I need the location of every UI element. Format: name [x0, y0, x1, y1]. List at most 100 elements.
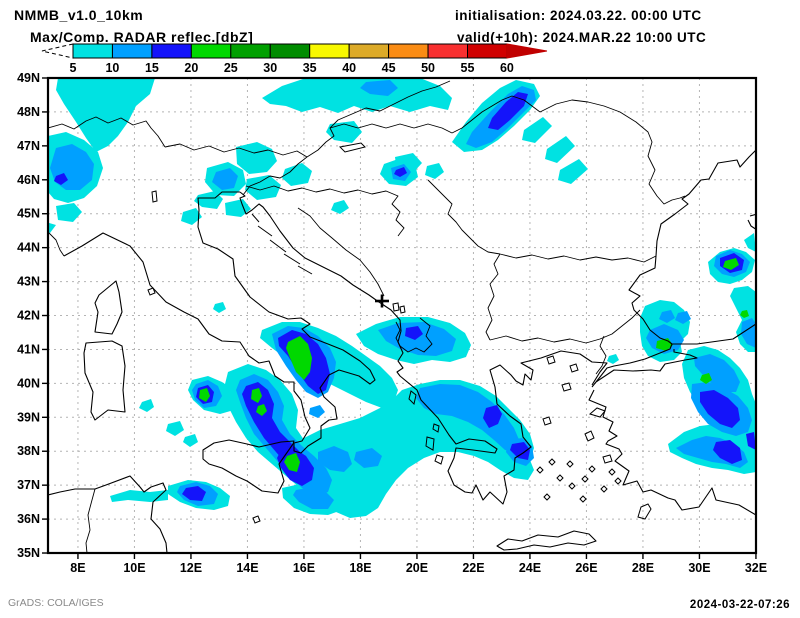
- island-outline: [588, 465, 596, 473]
- radar-patch: [607, 354, 619, 364]
- lat-label: 47N: [17, 139, 40, 153]
- country-border: [48, 116, 166, 148]
- coastline: [672, 323, 756, 345]
- radar-patch: [293, 487, 334, 509]
- island-outline: [543, 493, 551, 501]
- colorbar-segment: [348, 43, 390, 59]
- lon-label: 20E: [406, 561, 428, 575]
- island-outline: [556, 474, 564, 482]
- radar-patch: [213, 302, 226, 313]
- radar-patch: [182, 486, 206, 501]
- coastline: [496, 530, 597, 551]
- colorbar-tick-label: 10: [105, 61, 119, 75]
- lat-label: 49N: [17, 71, 40, 85]
- radar-patch: [700, 390, 740, 428]
- country-border: [427, 179, 501, 255]
- radar-patch: [48, 222, 56, 233]
- lat-label: 35N: [17, 546, 40, 560]
- lat-label: 45N: [17, 207, 40, 221]
- radar-patch: [183, 434, 198, 447]
- country-border: [485, 253, 501, 341]
- lake-outline: [399, 305, 406, 314]
- radar-patch: [256, 404, 267, 416]
- radar-patch: [194, 191, 223, 209]
- radar-patch: [181, 208, 202, 225]
- colorbar-overflow-arrow: [506, 43, 548, 59]
- island-outline: [251, 213, 260, 223]
- island-outline: [588, 407, 606, 418]
- colorbar-underflow-arrow: [41, 43, 74, 59]
- colorbar-segment: [427, 43, 468, 59]
- radar-patch: [56, 78, 155, 152]
- lat-label: 38N: [17, 444, 40, 458]
- model-title: NMMB_v1.0_10km: [14, 7, 144, 23]
- lat-label: 44N: [17, 241, 40, 255]
- radar-patch: [522, 117, 552, 143]
- radar-patch: [675, 311, 691, 324]
- radar-patch: [54, 173, 68, 185]
- island-outline: [283, 253, 301, 265]
- island-outline: [548, 458, 556, 466]
- radar-patch: [251, 388, 262, 403]
- lon-label: 30E: [688, 561, 710, 575]
- island-outline: [269, 239, 287, 253]
- island-outline: [579, 495, 587, 503]
- radar-patch: [405, 326, 423, 340]
- colorbar-segment: [467, 43, 508, 59]
- lon-label: 32E: [745, 561, 767, 575]
- lon-label: 26E: [575, 561, 597, 575]
- country-border: [245, 185, 405, 237]
- colorbar-segment: [72, 43, 113, 59]
- island-outline: [566, 460, 574, 468]
- lake-outline: [392, 302, 400, 312]
- radar-patch: [284, 453, 300, 472]
- legend-title: Max/Comp. RADAR reflec.[dbZ]: [30, 29, 254, 45]
- lat-label: 41N: [17, 342, 40, 356]
- island-outline: [602, 454, 613, 464]
- island-outline: [584, 430, 595, 442]
- valid-time-text: valid(+10h): 2024.MAR.22 10:00 UTC: [457, 30, 707, 45]
- island-outline: [546, 355, 556, 365]
- colorbar-segment: [151, 43, 192, 59]
- radar-patch: [713, 440, 742, 464]
- island-outline: [536, 466, 544, 474]
- lat-label: 42N: [17, 309, 40, 323]
- lon-label: 22E: [462, 561, 484, 575]
- island-outline: [434, 454, 444, 465]
- country-border: [489, 309, 641, 344]
- island-outline: [425, 436, 435, 451]
- lon-label: 24E: [519, 561, 541, 575]
- lon-label: 8E: [70, 561, 85, 575]
- country-border: [297, 207, 385, 297]
- country-border: [85, 488, 96, 553]
- country-border: [242, 156, 308, 196]
- radar-patch: [212, 168, 238, 190]
- island-outline: [608, 468, 616, 476]
- country-border: [595, 335, 607, 375]
- country-border: [451, 95, 541, 134]
- radar-patch: [659, 310, 675, 323]
- lat-label: 36N: [17, 512, 40, 526]
- colorbar-tick-label: 15: [145, 61, 159, 75]
- initialisation-text: initialisation: 2024.03.22. 00:00 UTC: [455, 8, 702, 23]
- colorbar-tick-label: 25: [224, 61, 238, 75]
- radar-patch: [199, 388, 210, 402]
- lake-outline: [338, 142, 366, 153]
- radar-patch: [483, 405, 502, 428]
- lat-label: 40N: [17, 376, 40, 390]
- coastline: [48, 475, 168, 553]
- radar-level-20-25dbz: [199, 258, 749, 472]
- colorbar: 5 10 15 20 25 30 35 40 45 50 55 60: [41, 43, 548, 75]
- grads-credit: GrADS: COLA/IGES: [8, 597, 104, 609]
- lon-label: 18E: [349, 561, 371, 575]
- radar-patch: [331, 200, 349, 214]
- radar-patch: [744, 233, 756, 252]
- coastline: [83, 340, 126, 421]
- country-border: [329, 123, 453, 134]
- radar-patch: [416, 384, 520, 452]
- colorbar-segment: [111, 43, 153, 59]
- radar-patch: [360, 80, 398, 96]
- coastline: [591, 149, 756, 388]
